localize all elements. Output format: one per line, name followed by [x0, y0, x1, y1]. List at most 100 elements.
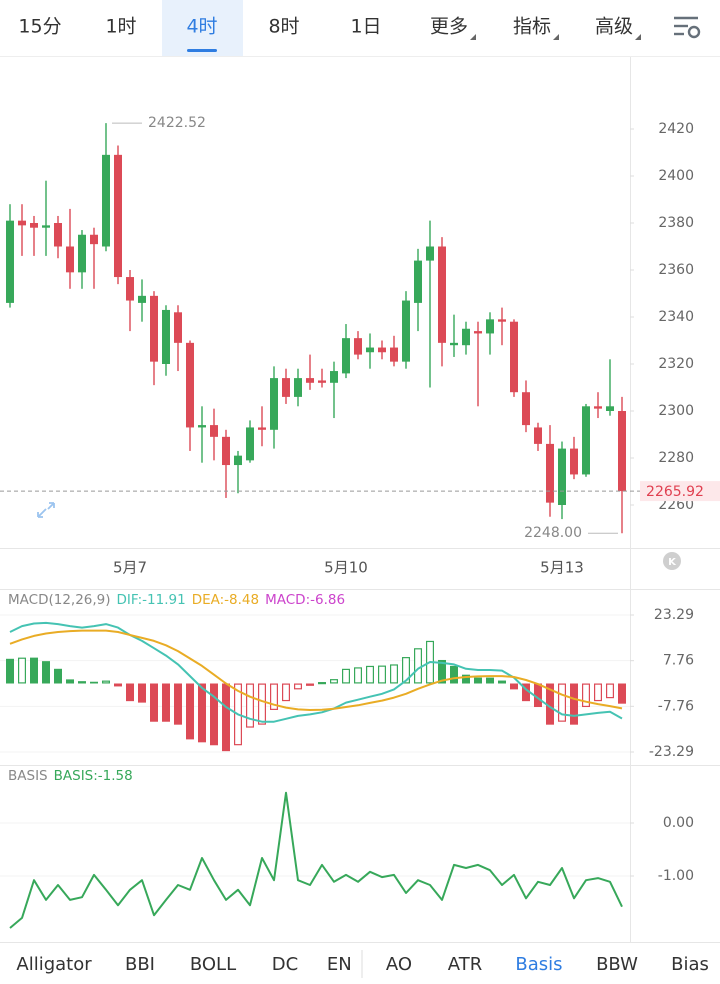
- histogram-bar: [90, 681, 98, 684]
- candle-body: [390, 347, 398, 362]
- histogram-bar: [126, 683, 134, 702]
- histogram-bar: [246, 683, 255, 728]
- indicator-tab[interactable]: Basis: [515, 954, 562, 975]
- candle-body: [570, 448, 578, 475]
- histogram-bar: [378, 665, 387, 684]
- histogram-bar: [54, 668, 62, 684]
- candle-body: [594, 406, 602, 409]
- dropdown-triangle: [553, 34, 559, 40]
- y-tick-label: 2320: [658, 356, 694, 372]
- legend-entry: DIF:-11.91: [117, 592, 186, 608]
- candle-body: [258, 427, 266, 430]
- histogram-bar: [30, 657, 38, 684]
- settings-icon[interactable]: [674, 16, 701, 39]
- indicator-tab[interactable]: BBI: [125, 954, 155, 975]
- histogram-bar: [174, 683, 182, 725]
- histogram-bar: [605, 683, 614, 699]
- indicator-tab[interactable]: AO: [386, 954, 412, 975]
- histogram-bar: [522, 683, 530, 702]
- candle-body: [582, 406, 590, 475]
- series-line: [9, 629, 623, 711]
- candle-body: [54, 223, 62, 247]
- panel-title: MACD(12,26,9): [8, 592, 111, 608]
- y-tick-label: 2300: [658, 403, 694, 419]
- histogram-bar: [366, 665, 375, 684]
- tab[interactable]: 8时: [268, 16, 299, 38]
- candle-body: [510, 321, 518, 393]
- histogram-bar: [414, 648, 423, 684]
- candle-body: [546, 443, 554, 503]
- panel-header: MACD(12,26,9) DIF:-11.91 DEA:-8.48 MACD:-6.…: [8, 592, 345, 608]
- candle-body: [342, 338, 350, 374]
- tab[interactable]: 高级: [595, 16, 633, 38]
- candle-body: [306, 378, 314, 383]
- expand-icon[interactable]: [37, 502, 55, 518]
- annotation-label: 2422.52: [148, 115, 206, 131]
- histogram-bar: [534, 683, 542, 708]
- tab[interactable]: 15分: [18, 16, 61, 38]
- histogram-bar: [210, 683, 218, 746]
- panel-header: BASIS BASIS:-1.58: [8, 768, 133, 784]
- histogram-bar: [402, 657, 411, 684]
- histogram-bar: [101, 680, 110, 684]
- candle-body: [534, 427, 542, 444]
- tab[interactable]: 指标: [513, 16, 551, 38]
- histogram-bar: [18, 657, 27, 684]
- candle-body: [606, 406, 614, 411]
- y-tick-label: 2400: [658, 168, 694, 184]
- indicator-tab[interactable]: DC: [272, 954, 298, 975]
- candle-body: [210, 425, 218, 437]
- candle-body: [294, 378, 302, 397]
- candle-body: [162, 309, 170, 364]
- candle-body: [366, 347, 374, 353]
- tab[interactable]: 4时: [186, 16, 217, 38]
- histogram-bar: [78, 681, 86, 684]
- candle-body: [222, 436, 230, 466]
- y-tick-label: 2380: [658, 215, 694, 231]
- y-tick-label: 0.00: [663, 815, 694, 831]
- histogram-bar: [138, 683, 146, 703]
- histogram-bar: [162, 683, 170, 722]
- tab[interactable]: 更多: [430, 16, 468, 38]
- histogram-bar: [222, 683, 230, 752]
- last-price-box: [640, 481, 720, 502]
- candle-body: [30, 223, 38, 228]
- histogram-bar: [570, 683, 578, 725]
- y-tick-label: 2340: [658, 309, 694, 325]
- histogram-bar: [42, 661, 50, 684]
- indicator-tab[interactable]: Bias: [671, 954, 709, 975]
- k-button[interactable]: [663, 552, 681, 570]
- legend-entry: BASIS:-1.58: [54, 768, 133, 784]
- histogram-bar: [618, 683, 626, 704]
- candle-body: [426, 246, 434, 261]
- candle-body: [6, 220, 14, 303]
- k-button-label[interactable]: K: [668, 557, 677, 568]
- candle-body: [474, 331, 482, 334]
- y-tick-label: 2280: [658, 450, 694, 466]
- histogram-bar: [6, 658, 14, 684]
- candle-body: [438, 246, 446, 343]
- histogram-bar: [498, 680, 506, 684]
- tab[interactable]: 1日: [350, 16, 381, 38]
- candle-body: [198, 425, 206, 428]
- candle-body: [90, 234, 98, 245]
- tab-underline: [187, 49, 217, 52]
- histogram-bar: [294, 683, 303, 690]
- indicator-tab[interactable]: BBW: [596, 954, 638, 975]
- indicator-tab[interactable]: BOLL: [190, 954, 236, 975]
- candle-body: [102, 154, 110, 247]
- indicator-tab[interactable]: Alligator: [16, 954, 92, 975]
- indicator-tab[interactable]: ATR: [448, 954, 482, 975]
- candle-body: [66, 246, 74, 273]
- histogram-bar: [66, 679, 74, 684]
- histogram-bar: [258, 683, 267, 725]
- histogram-bar: [462, 674, 470, 684]
- x-tick-label: 5月7: [113, 559, 147, 577]
- tab[interactable]: 1时: [105, 16, 136, 38]
- x-tick-label: 5月13: [540, 559, 584, 577]
- candle-body: [234, 455, 242, 466]
- candle-body: [114, 154, 122, 278]
- candle-body: [150, 295, 158, 362]
